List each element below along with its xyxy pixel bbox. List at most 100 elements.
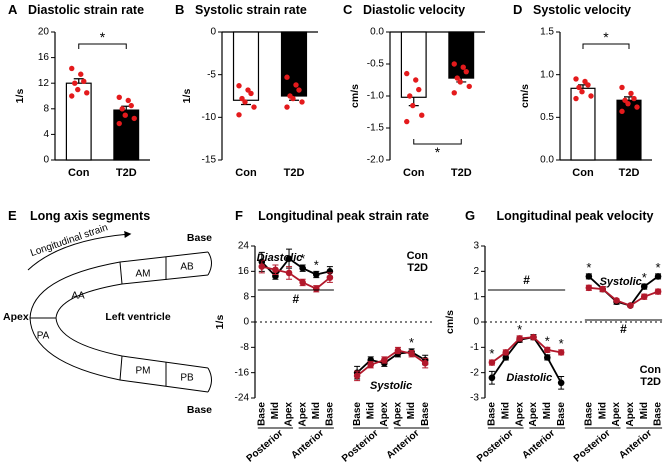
segment-label: AB [180,262,194,273]
panel-letter: G [465,208,475,223]
data-point [312,271,320,278]
y-axis-label: 1/s [214,315,226,330]
y-tick-label: 1.5 [540,27,554,38]
significance-label: * [517,322,522,337]
x-tick-label: T2D [619,167,640,179]
data-point [285,255,293,262]
significance-label: * [100,29,106,45]
data-point [588,93,594,99]
data-point [299,264,306,272]
data-point [419,112,425,118]
base-label: Base [187,404,212,416]
x-tick-label: Mid [270,402,281,419]
y-tick-label: 8 [43,103,49,114]
data-point [116,120,122,127]
data-point [619,84,625,91]
data-point [640,293,648,300]
y-tick-label: 0 [43,155,49,166]
chart-title: Diastolic strain rate [28,3,144,17]
y-tick-label: -0.5 [367,59,385,70]
data-point [293,82,299,88]
data-point [488,374,496,382]
legend-label: T2D [407,262,428,274]
data-point [410,102,416,109]
x-tick-label: Con [68,167,90,179]
panel-e: E Long axis segments Longitudinal strain… [3,208,212,416]
chart-title: Systolic strain rate [195,3,307,17]
significance-label: * [642,270,647,285]
y-tick-label: -10 [202,112,217,123]
x-tick-label: Base [556,402,567,426]
data-point [557,349,565,356]
data-point [640,283,648,290]
data-point [367,361,375,369]
data-point [557,379,565,387]
x-tick-label: Mid [500,402,511,419]
y-tick-label: -24 [235,393,250,404]
y-tick-label: 0 [243,317,249,328]
y-tick-label: -15 [202,155,217,166]
ventricle-shape [29,251,212,393]
segment-label: PA [37,331,50,342]
bar [400,31,427,98]
x-tick-label: Base [256,402,267,426]
group-label: Anterior [617,428,654,461]
data-point [502,349,510,356]
annotation-label: # [620,322,627,336]
y-tick-label: -2.0 [367,155,385,166]
group-label: Posterior [475,428,516,463]
x-tick-label: Mid [542,402,553,419]
data-point [408,350,415,357]
series-line [261,265,426,377]
data-point [284,104,290,110]
error-bar [73,78,84,84]
data-point [516,335,523,342]
chart-title: Systolic velocity [533,3,631,17]
x-tick-label: Base [325,402,336,426]
data-point [69,93,75,99]
data-point [585,284,593,292]
data-point [125,97,131,104]
y-tick-label: 24 [238,241,250,252]
group-label: Anterior [520,428,557,461]
y-tick-label: -1 [470,342,479,353]
chart-title: Longitudinal peak velocity [497,209,654,223]
data-point [599,285,606,293]
phase-label: Systolic [370,380,412,392]
data-point [258,263,266,270]
y-axis-label: 1/s [14,89,26,104]
legend-label: Con [640,364,662,376]
segment-label: PB [180,373,194,384]
data-point [579,89,585,95]
x-tick-label: Base [420,402,431,426]
significance-bracket [582,43,630,49]
y-tick-label: 20 [38,27,50,38]
y-tick-label: 0 [473,317,479,328]
significance-label: * [300,251,305,266]
diagram-title: Long axis segments [30,209,150,223]
y-tick-label: 12 [38,78,50,89]
group-label: Posterior [340,428,381,463]
y-axis-label: cm/s [444,310,456,334]
data-point [466,83,472,90]
x-tick-label: Mid [597,402,608,419]
data-point [502,354,510,361]
data-point [116,94,122,100]
x-tick-label: Apex [284,402,295,427]
y-tick-label: -16 [235,367,250,378]
y-axis-label: cm/s [349,84,361,108]
data-point [128,102,134,109]
data-point [421,359,429,367]
y-tick-label: 0.0 [370,27,384,38]
data-point [75,86,81,93]
y-axis-label: cm/s [519,84,531,108]
x-tick-label: Apex [393,402,404,427]
data-point [573,95,579,102]
x-tick-label: Con [235,167,257,179]
group-label: Posterior [245,428,286,463]
y-tick-label: 1 [473,291,479,302]
data-point [72,80,78,86]
data-point [619,108,625,115]
data-point [627,302,634,309]
group-label: Anterior [385,428,422,461]
